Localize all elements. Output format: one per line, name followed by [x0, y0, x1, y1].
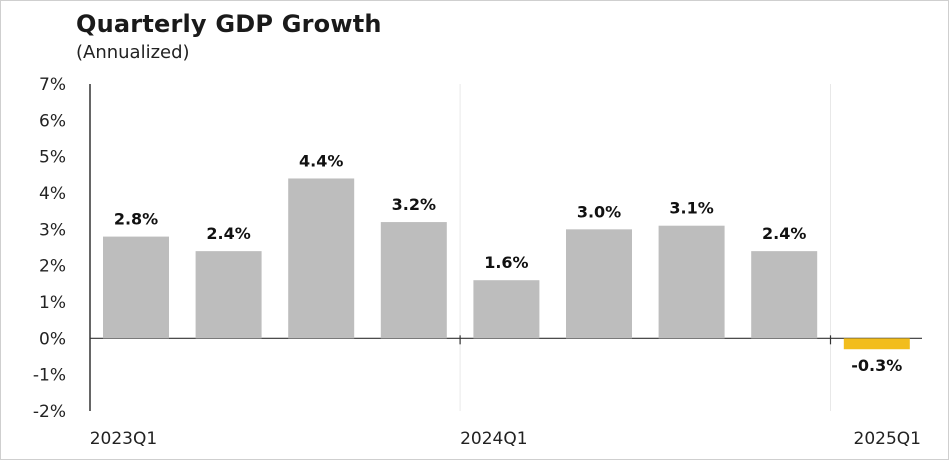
- data-label-2024Q2: 3.0%: [577, 202, 621, 221]
- y-tick-label: 5%: [39, 148, 66, 168]
- data-label-2024Q4: 2.4%: [762, 224, 806, 243]
- chart-subtitle: (Annualized): [76, 42, 190, 63]
- bar-2024Q2: [566, 229, 632, 339]
- data-label-2023Q1: 2.8%: [114, 210, 158, 229]
- y-tick-label: -1%: [33, 366, 66, 386]
- y-tick-label: 3%: [39, 220, 66, 240]
- bar-2024Q4: [751, 251, 818, 339]
- bar-2023Q3: [288, 178, 355, 339]
- data-label-2023Q3: 4.4%: [299, 151, 343, 170]
- x-tick-label: 2024Q1: [460, 429, 527, 449]
- y-tick-label: 4%: [39, 184, 66, 204]
- bar-2025Q1: [843, 338, 910, 350]
- chart-title: Quarterly GDP Growth: [76, 10, 382, 38]
- data-label-2024Q3: 3.1%: [669, 199, 713, 218]
- x-tick-label: 2025Q1: [854, 429, 921, 449]
- y-tick-label: 6%: [39, 111, 66, 131]
- bar-2023Q2: [195, 251, 262, 339]
- y-tick-label: 1%: [39, 293, 66, 313]
- x-tick-label: 2023Q1: [90, 429, 157, 449]
- bar-2023Q1: [103, 236, 169, 339]
- y-tick-label: 0%: [39, 329, 66, 349]
- y-tick-label: 7%: [39, 75, 66, 95]
- y-tick-label: -2%: [33, 402, 66, 422]
- bar-2023Q4: [380, 222, 447, 339]
- y-tick-label: 2%: [39, 257, 66, 277]
- data-label-2023Q4: 3.2%: [392, 195, 436, 214]
- data-label-2023Q2: 2.4%: [206, 224, 250, 243]
- data-label-2025Q1: -0.3%: [851, 356, 902, 375]
- bar-2024Q3: [658, 225, 725, 339]
- bar-2024Q1: [473, 280, 540, 339]
- data-label-2024Q1: 1.6%: [484, 253, 528, 272]
